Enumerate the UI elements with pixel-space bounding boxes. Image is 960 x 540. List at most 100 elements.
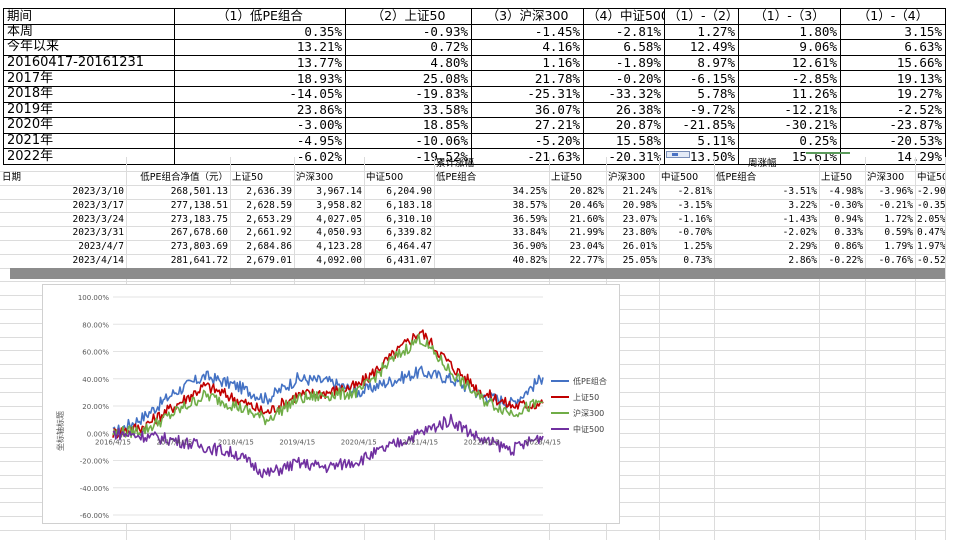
summary-header-cell[interactable]: （3）沪深300 bbox=[471, 8, 584, 25]
summary-value-cell[interactable]: -33.32% bbox=[583, 85, 665, 103]
summary-header-cell[interactable]: （1）-（3） bbox=[738, 8, 841, 25]
summary-period-cell[interactable]: 2017年 bbox=[3, 70, 175, 87]
daily-value-cell[interactable]: 4,123.28 bbox=[316, 241, 362, 253]
summary-header-cell[interactable]: 期间 bbox=[3, 8, 175, 25]
daily-value-cell[interactable]: 20.98% bbox=[622, 199, 657, 211]
daily-value-cell[interactable]: 25.05% bbox=[622, 254, 657, 266]
summary-value-cell[interactable]: -0.93% bbox=[345, 23, 472, 41]
daily-header-cell[interactable]: 上证50 bbox=[821, 172, 853, 184]
daily-value-cell[interactable]: 3,967.14 bbox=[316, 185, 362, 197]
daily-value-cell[interactable]: 267,678.60 bbox=[170, 227, 228, 239]
daily-value-cell[interactable]: 23.80% bbox=[622, 227, 657, 239]
summary-header-cell[interactable]: （1）低PE组合 bbox=[174, 8, 346, 25]
daily-header-cell[interactable]: 低PE组合 bbox=[716, 172, 757, 184]
summary-period-cell[interactable]: 20160417-20161231 bbox=[3, 54, 175, 72]
summary-value-cell[interactable]: -19.83% bbox=[345, 85, 472, 103]
daily-value-cell[interactable]: -3.15% bbox=[677, 199, 712, 211]
daily-value-cell[interactable]: 1.97% bbox=[917, 241, 945, 253]
summary-value-cell[interactable]: 13.21% bbox=[174, 39, 346, 56]
summary-value-cell[interactable]: 23.86% bbox=[174, 101, 346, 119]
summary-value-cell[interactable]: -2.85% bbox=[738, 70, 841, 87]
daily-value-cell[interactable]: 0.47% bbox=[917, 227, 945, 239]
summary-value-cell[interactable]: 6.58% bbox=[583, 39, 665, 56]
summary-value-cell[interactable]: -0.20% bbox=[583, 70, 665, 87]
daily-header-cell[interactable]: 中证500 bbox=[661, 172, 699, 184]
daily-value-cell[interactable]: 2,628.59 bbox=[246, 199, 292, 211]
daily-value-cell[interactable]: 281,641.72 bbox=[170, 254, 228, 266]
daily-value-cell[interactable]: 21.24% bbox=[622, 185, 657, 197]
daily-value-cell[interactable]: -3.96% bbox=[878, 185, 913, 197]
daily-header-cell[interactable]: 低PE组合 bbox=[436, 172, 477, 184]
summary-value-cell[interactable]: 11.26% bbox=[738, 85, 841, 103]
daily-value-cell[interactable]: 2.05% bbox=[917, 213, 945, 225]
daily-value-cell[interactable]: 22.77% bbox=[569, 254, 604, 266]
daily-value-cell[interactable]: 2,636.39 bbox=[246, 185, 292, 197]
daily-value-cell[interactable]: 2,679.01 bbox=[246, 254, 292, 266]
summary-value-cell[interactable]: 5.11% bbox=[664, 132, 739, 150]
summary-value-cell[interactable]: 36.07% bbox=[471, 101, 584, 119]
daily-value-cell[interactable]: 0.59% bbox=[884, 227, 913, 239]
daily-header-cell[interactable]: 中证500 bbox=[917, 172, 945, 184]
summary-value-cell[interactable]: 0.25% bbox=[738, 132, 841, 150]
daily-value-cell[interactable]: -4.98% bbox=[828, 185, 863, 197]
daily-header-cell[interactable]: 上证50 bbox=[551, 172, 583, 184]
summary-value-cell[interactable]: 21.78% bbox=[471, 70, 584, 87]
summary-period-cell[interactable]: 2020年 bbox=[3, 117, 175, 134]
summary-value-cell[interactable]: 20.87% bbox=[583, 117, 665, 134]
summary-period-cell[interactable]: 2019年 bbox=[3, 101, 175, 119]
daily-value-cell[interactable]: 6,204.90 bbox=[386, 185, 432, 197]
daily-value-cell[interactable]: 0.73% bbox=[683, 254, 712, 266]
returns-line-chart[interactable]: 100.00% 80.00% 60.00% 40.00% 20.00% 0.00% -20.… bbox=[42, 284, 620, 524]
summary-period-cell[interactable]: 2022年 bbox=[3, 148, 175, 165]
summary-value-cell[interactable]: 25.08% bbox=[345, 70, 472, 87]
summary-value-cell[interactable]: 4.80% bbox=[345, 54, 472, 72]
summary-value-cell[interactable]: 9.06% bbox=[738, 39, 841, 56]
daily-value-cell[interactable]: 0.86% bbox=[834, 241, 863, 253]
summary-value-cell[interactable]: 18.93% bbox=[174, 70, 346, 87]
summary-value-cell[interactable]: 33.58% bbox=[345, 101, 472, 119]
daily-value-cell[interactable]: 1.79% bbox=[884, 241, 913, 253]
daily-value-cell[interactable]: 273,183.75 bbox=[170, 213, 228, 225]
daily-value-cell[interactable]: 273,803.69 bbox=[170, 241, 228, 253]
daily-value-cell[interactable]: 6,431.07 bbox=[386, 254, 432, 266]
daily-header-cell[interactable]: 沪深300 bbox=[608, 172, 646, 184]
daily-value-cell[interactable]: -0.76% bbox=[878, 254, 913, 266]
summary-header-cell[interactable]: （2）上证50 bbox=[345, 8, 472, 25]
summary-value-cell[interactable]: 1.80% bbox=[738, 23, 841, 41]
daily-date-cell[interactable]: 2023/3/10 bbox=[72, 185, 124, 197]
summary-value-cell[interactable]: -6.15% bbox=[664, 70, 739, 87]
daily-value-cell[interactable]: 34.25% bbox=[512, 185, 547, 197]
summary-period-cell[interactable]: 2021年 bbox=[3, 132, 175, 150]
summary-value-cell[interactable]: 14.29% bbox=[840, 148, 946, 165]
daily-value-cell[interactable]: 36.59% bbox=[512, 213, 547, 225]
daily-value-cell[interactable]: 3.22% bbox=[788, 199, 817, 211]
daily-value-cell[interactable]: -0.52% bbox=[917, 254, 945, 266]
daily-value-cell[interactable]: -2.81% bbox=[677, 185, 712, 197]
daily-value-cell[interactable]: 26.01% bbox=[622, 241, 657, 253]
daily-value-cell[interactable]: 3,958.82 bbox=[316, 199, 362, 211]
summary-value-cell[interactable]: -14.05% bbox=[174, 85, 346, 103]
daily-header-cell[interactable]: 沪深300 bbox=[296, 172, 334, 184]
daily-value-cell[interactable]: 2,653.29 bbox=[246, 213, 292, 225]
summary-value-cell[interactable]: 13.77% bbox=[174, 54, 346, 72]
daily-value-cell[interactable]: 20.82% bbox=[569, 185, 604, 197]
summary-value-cell[interactable]: 0.35% bbox=[174, 23, 346, 41]
daily-value-cell[interactable]: 21.99% bbox=[569, 227, 604, 239]
summary-value-cell[interactable]: -10.06% bbox=[345, 132, 472, 150]
sheet-scroll-tab[interactable] bbox=[666, 151, 690, 158]
daily-value-cell[interactable]: 23.04% bbox=[569, 241, 604, 253]
daily-value-cell[interactable]: -1.43% bbox=[782, 213, 817, 225]
summary-value-cell[interactable]: 26.38% bbox=[583, 101, 665, 119]
summary-header-cell[interactable]: （1）-（4） bbox=[840, 8, 946, 25]
summary-value-cell[interactable]: -20.31% bbox=[583, 148, 665, 165]
daily-value-cell[interactable]: 277,138.51 bbox=[170, 199, 228, 211]
daily-header-cell[interactable]: 低PE组合净值（元） bbox=[140, 172, 228, 184]
summary-header-cell[interactable]: （1）-（2） bbox=[664, 8, 739, 25]
daily-date-cell[interactable]: 2023/4/14 bbox=[72, 254, 124, 266]
summary-value-cell[interactable]: 4.16% bbox=[471, 39, 584, 56]
daily-value-cell[interactable]: 0.94% bbox=[834, 213, 863, 225]
daily-value-cell[interactable]: -1.16% bbox=[677, 213, 712, 225]
daily-value-cell[interactable]: 4,050.93 bbox=[316, 227, 362, 239]
daily-value-cell[interactable]: 36.90% bbox=[512, 241, 547, 253]
summary-value-cell[interactable]: -2.81% bbox=[583, 23, 665, 41]
